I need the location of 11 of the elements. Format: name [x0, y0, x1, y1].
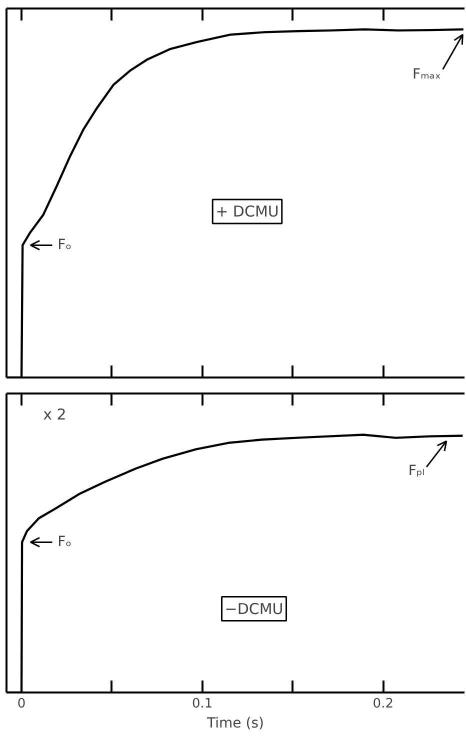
- x-tick-label: 0.1: [192, 696, 213, 712]
- text: x 2: [43, 405, 66, 424]
- annotation: −DCMU: [224, 600, 284, 618]
- annotation: Fₚₗ: [408, 462, 425, 479]
- annotation: + DCMU: [216, 202, 279, 220]
- annotation: Fₒ: [58, 237, 72, 254]
- annotation: Fₒ: [58, 534, 72, 550]
- x-axis-title: Time (s): [206, 716, 264, 732]
- x-tick-label: 0.2: [372, 696, 394, 712]
- annotation: Fₘₐₓ: [412, 66, 442, 83]
- x-tick-label: 0: [17, 696, 26, 712]
